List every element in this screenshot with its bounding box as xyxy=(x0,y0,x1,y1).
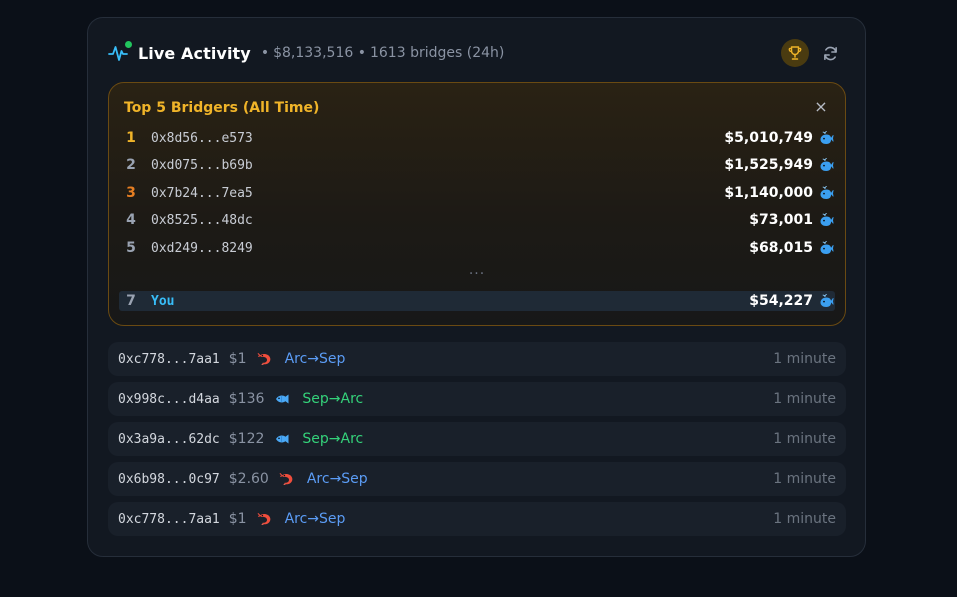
refresh-button[interactable] xyxy=(817,40,843,66)
card-header: Live Activity • $8,133,516 • 1613 bridges … xyxy=(108,39,843,67)
bridged-amount: $54,227 xyxy=(749,293,813,309)
top-bridgers-panel: Top 5 Bridgers (All Time) × 1 0x8d56...e… xyxy=(108,82,846,326)
live-status-dot xyxy=(125,41,132,48)
leaderboard-row[interactable]: 3 0x7b24...7ea5 $1,140,000 xyxy=(119,182,835,204)
rank-number: 1 xyxy=(126,130,136,146)
activity-row[interactable]: 0x6b98...0c97 $2.60 Arc→Sep 1 minute xyxy=(108,462,846,496)
rank-number: 4 xyxy=(126,212,136,228)
shrimp-icon xyxy=(257,513,270,525)
sender-address: 0xc778...7aa1 xyxy=(118,351,220,367)
sender-address: 0xc778...7aa1 xyxy=(118,511,220,527)
leaderboard-toggle-button[interactable] xyxy=(781,39,809,67)
total-volume: $8,133,516 xyxy=(273,45,354,61)
whale-icon xyxy=(820,241,834,254)
bridge-route: Sep→Arc xyxy=(302,431,364,447)
rows-ellipsis: ··· xyxy=(468,266,486,282)
activity-time: 1 minute xyxy=(773,391,836,407)
you-label: You xyxy=(151,293,175,309)
activity-time: 1 minute xyxy=(773,471,836,487)
fish-icon xyxy=(276,394,289,404)
sender-address: 0x6b98...0c97 xyxy=(118,471,220,487)
close-icon: × xyxy=(814,97,828,116)
header-stats: • $8,133,516 • 1613 bridges (24h) xyxy=(260,45,505,61)
bridged-amount: $1,525,949 xyxy=(724,157,813,173)
activity-row[interactable]: 0x3a9a...62dc $122 Sep→Arc 1 minute xyxy=(108,422,846,456)
leaderboard-row[interactable]: 1 0x8d56...e573 $5,010,749 xyxy=(119,127,835,149)
activity-row[interactable]: 0x998c...d4aa $136 Sep→Arc 1 minute xyxy=(108,382,846,416)
activity-time: 1 minute xyxy=(773,351,836,367)
leaderboard-row[interactable]: 5 0xd249...8249 $68,015 xyxy=(119,237,835,259)
bridge-route: Arc→Sep xyxy=(284,511,346,527)
refresh-icon xyxy=(823,46,837,60)
sender-address: 0x3a9a...62dc xyxy=(118,431,220,447)
activity-time: 1 minute xyxy=(773,431,836,447)
bridger-address: 0xd075...b69b xyxy=(151,157,253,173)
activity-row[interactable]: 0xc778...7aa1 $1 Arc→Sep 1 minute xyxy=(108,502,846,536)
whale-icon xyxy=(820,158,834,171)
bridge-route: Arc→Sep xyxy=(306,471,368,487)
shrimp-icon xyxy=(279,473,293,485)
bridged-amount: $5,010,749 xyxy=(724,130,813,146)
leaderboard-title: Top 5 Bridgers (All Time) xyxy=(124,100,320,116)
activity-row[interactable]: 0xc778...7aa1 $1 Arc→Sep 1 minute xyxy=(108,342,846,376)
rank-number: 7 xyxy=(126,293,136,309)
fish-icon xyxy=(276,434,289,444)
live-activity-card: Live Activity • $8,133,516 • 1613 bridges … xyxy=(87,17,866,557)
bridger-address: 0xd249...8249 xyxy=(151,240,253,256)
rank-number: 3 xyxy=(126,185,136,201)
whale-icon xyxy=(820,131,834,144)
bridger-address: 0x7b24...7ea5 xyxy=(151,185,253,201)
card-title: Live Activity xyxy=(138,43,251,63)
bridge-route: Sep→Arc xyxy=(302,391,364,407)
leaderboard-row[interactable]: 2 0xd075...b69b $1,525,949 xyxy=(119,154,835,176)
bridge-amount: $122 xyxy=(228,431,265,447)
whale-icon xyxy=(820,294,834,307)
close-leaderboard-button[interactable]: × xyxy=(813,99,829,115)
bridge-amount: $2.60 xyxy=(228,471,269,487)
whale-icon xyxy=(820,213,834,226)
bridge-route: Arc→Sep xyxy=(284,351,346,367)
bridge-amount: $1 xyxy=(228,511,247,527)
rank-number: 2 xyxy=(126,157,136,173)
activity-time: 1 minute xyxy=(773,511,836,527)
activity-pulse-icon xyxy=(108,41,132,65)
shrimp-icon xyxy=(257,353,270,365)
bridged-amount: $73,001 xyxy=(749,212,813,228)
bridge-amount: $136 xyxy=(228,391,265,407)
your-rank-row[interactable]: 7 You $54,227 xyxy=(119,291,835,311)
rank-number: 5 xyxy=(126,240,136,256)
trophy-icon xyxy=(788,46,802,60)
leaderboard-row[interactable]: 4 0x8525...48dc $73,001 xyxy=(119,209,835,231)
whale-icon xyxy=(820,186,834,199)
bridger-address: 0x8d56...e573 xyxy=(151,130,253,146)
bridge-amount: $1 xyxy=(228,351,247,367)
sender-address: 0x998c...d4aa xyxy=(118,391,220,407)
bridged-amount: $1,140,000 xyxy=(724,185,813,201)
bridger-address: 0x8525...48dc xyxy=(151,212,253,228)
bridged-amount: $68,015 xyxy=(749,240,813,256)
bridge-count: 1613 bridges (24h) xyxy=(369,45,505,61)
